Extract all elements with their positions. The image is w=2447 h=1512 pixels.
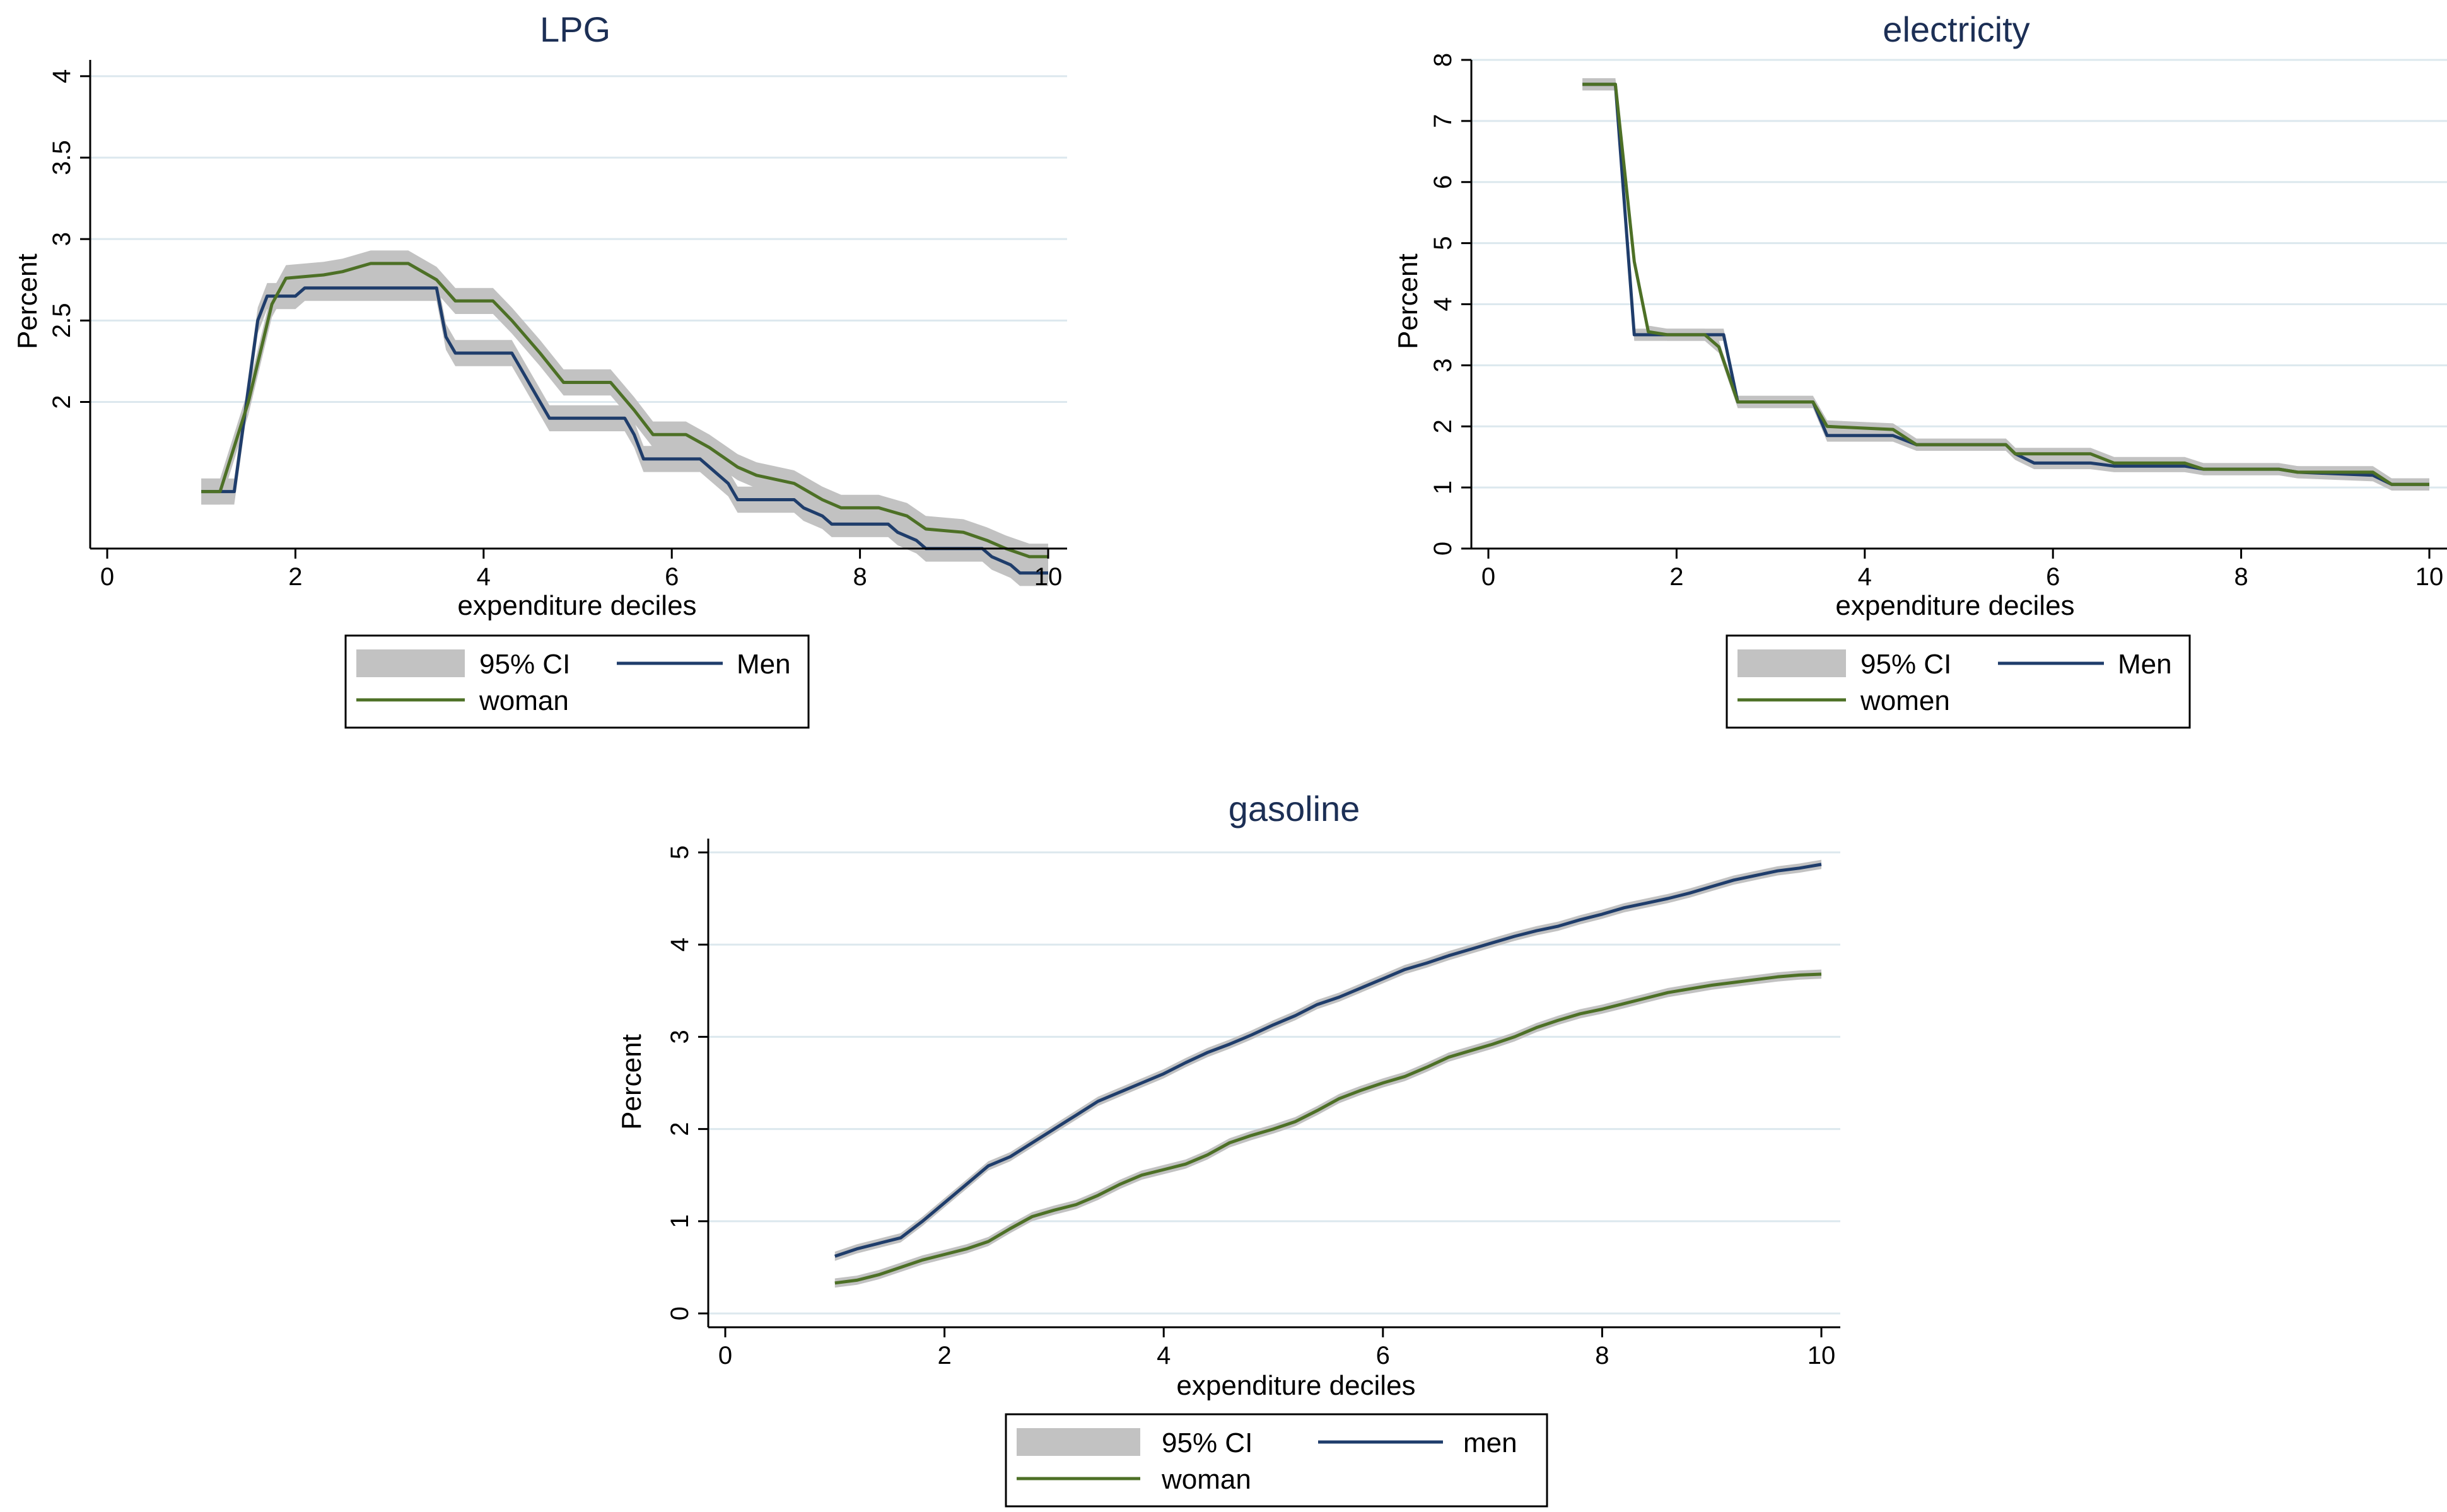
y-tick-label: 4	[48, 69, 76, 83]
y-tick-label: 5	[1429, 236, 1457, 250]
x-tick-label: 10	[1034, 563, 1063, 591]
legend: 95% CI Men woman	[344, 634, 810, 729]
y-tick-label: 7	[1429, 114, 1457, 128]
series-line-men	[201, 286, 1048, 575]
chart-title: gasoline	[1229, 789, 1360, 829]
y-axis-label: Percent	[616, 1034, 647, 1130]
legend-men-label: men	[1463, 1428, 1517, 1458]
chart-title: electricity	[1883, 9, 2029, 49]
legend: 95% CI Men women	[1726, 634, 2191, 729]
y-axis-label: Percent	[12, 253, 43, 349]
x-tick-label: 2	[937, 1342, 951, 1370]
legend-men-label: Men	[2118, 649, 2172, 680]
chart-lpg: LPG 2 2.5 3 3.5 4 0 2 4 6 8 10 expenditure decile…	[12, 9, 1067, 729]
legend-women-label: women	[1860, 685, 1950, 716]
y-tick-label: 2	[48, 395, 76, 409]
x-tick-label: 0	[100, 563, 114, 591]
x-tick-label: 4	[1157, 1342, 1171, 1370]
legend-ci-swatch	[356, 649, 465, 677]
x-tick-label: 8	[2234, 563, 2248, 591]
x-tick-label: 6	[1376, 1342, 1390, 1370]
y-tick-label: 3.5	[48, 140, 76, 175]
legend-ci-swatch	[1737, 649, 1846, 677]
y-tick-label: 2.5	[48, 303, 76, 339]
x-tick-label: 8	[853, 563, 867, 591]
chart-electricity: electricity 0 1 2 3 4 5 6 7 8 0 2 4 6 8 10 expenditur…	[1393, 9, 2447, 729]
y-tick-label: 4	[1429, 297, 1457, 311]
y-tick-label: 6	[1429, 175, 1457, 189]
x-tick-label: 2	[288, 563, 302, 591]
series-line-women	[1582, 83, 2429, 486]
x-axis-label: expenditure deciles	[1176, 1370, 1415, 1401]
x-tick-label: 0	[1481, 563, 1495, 591]
x-tick-label: 4	[477, 563, 491, 591]
legend-women-label: woman	[1161, 1464, 1251, 1495]
y-axis-label: Percent	[1393, 253, 1423, 349]
legend-ci-label: 95% CI	[479, 649, 570, 680]
y-tick-label: 1	[1429, 480, 1457, 494]
y-tick-label: 5	[666, 846, 694, 859]
x-axis-label: expenditure deciles	[1835, 590, 2074, 621]
y-tick-label: 4	[666, 938, 694, 951]
y-tick-label: 8	[1429, 53, 1457, 67]
x-tick-label: 0	[718, 1342, 732, 1370]
x-tick-label: 10	[1808, 1342, 1836, 1370]
series-line-men	[834, 863, 1822, 1258]
x-tick-label: 10	[2415, 563, 2444, 591]
y-tick-label: 0	[666, 1306, 694, 1320]
legend-ci-label: 95% CI	[1860, 649, 1951, 680]
y-tick-label: 3	[1429, 358, 1457, 372]
ci-band-men	[201, 275, 1049, 586]
series-line-woman	[201, 262, 1048, 559]
chart-title: LPG	[540, 9, 610, 49]
x-tick-label: 4	[1858, 563, 1872, 591]
x-tick-label: 8	[1595, 1342, 1609, 1370]
legend-men-label: Men	[737, 649, 791, 680]
y-tick-label: 1	[666, 1214, 694, 1228]
ci-band-woman	[201, 250, 1049, 570]
chart-gasoline: gasoline 0 1 2 3 4 5 0 2 4 6 8 10 expenditure deci…	[616, 789, 1840, 1508]
y-tick-label: 3	[48, 232, 76, 246]
legend-ci-swatch	[1017, 1428, 1140, 1456]
x-tick-label: 6	[665, 563, 679, 591]
legend-ci-label: 95% CI	[1162, 1428, 1253, 1458]
legend-women-label: woman	[479, 685, 569, 716]
y-tick-label: 0	[1429, 542, 1457, 555]
y-tick-label: 3	[666, 1030, 694, 1044]
series-line-woman	[834, 972, 1822, 1285]
y-tick-label: 2	[666, 1122, 694, 1136]
legend: 95% CI men woman	[1005, 1413, 1548, 1508]
x-tick-label: 6	[2046, 563, 2060, 591]
x-axis-label: expenditure deciles	[457, 590, 696, 621]
y-tick-label: 2	[1429, 419, 1457, 433]
x-tick-label: 2	[1669, 563, 1683, 591]
